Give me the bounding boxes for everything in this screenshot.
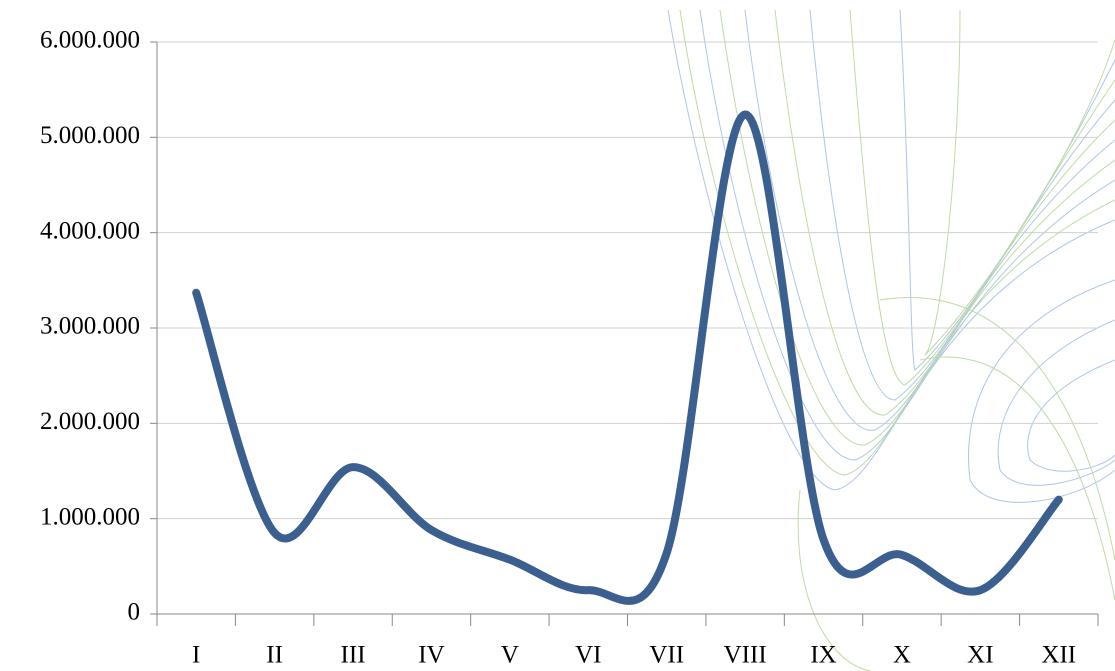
y-tick-label: 2.000.000 — [40, 408, 140, 435]
x-tick-label: VII — [649, 642, 684, 669]
x-tick-label: I — [192, 642, 200, 669]
x-tick-label: IX — [810, 642, 836, 669]
x-tick-label: VIII — [724, 642, 767, 669]
x-tick-label: XII — [1041, 642, 1076, 669]
y-tick-label: 3.000.000 — [40, 313, 140, 340]
y-tick-label: 6.000.000 — [40, 27, 140, 54]
y-tick-label: 0 — [128, 599, 141, 626]
x-tick-label: XI — [967, 642, 993, 669]
x-tick-label: II — [266, 642, 283, 669]
y-tick-label: 1.000.000 — [40, 503, 140, 530]
x-tick-label: VI — [575, 642, 601, 669]
background-decoration — [667, 9, 1115, 671]
x-tick-label: X — [893, 642, 911, 669]
x-tick-label: IV — [418, 642, 444, 669]
x-tick-label: V — [501, 642, 519, 669]
data-line — [192, 110, 1063, 605]
y-tick-label: 5.000.000 — [40, 122, 140, 149]
x-tick-label: III — [341, 642, 366, 669]
y-tick-label: 4.000.000 — [40, 217, 140, 244]
